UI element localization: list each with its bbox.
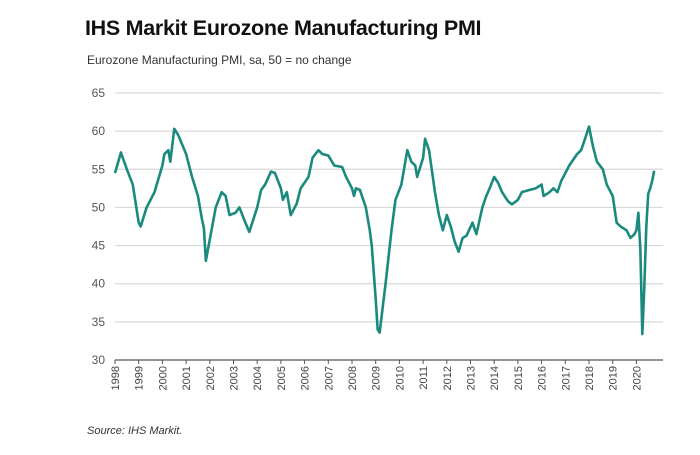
- y-tick-label: 60: [92, 124, 106, 138]
- x-tick-label: 2019: [608, 366, 620, 390]
- x-tick-label: 2008: [347, 366, 359, 390]
- y-tick-label: 65: [92, 86, 106, 100]
- x-tick-label: 2010: [394, 366, 406, 390]
- pmi-series-line: [113, 125, 656, 336]
- x-tick-label: 2006: [300, 366, 312, 390]
- x-tick-label: 2000: [157, 366, 169, 390]
- x-tick-label: 2003: [229, 366, 241, 390]
- x-tick-label: 2014: [489, 366, 501, 390]
- x-tick-label: 2009: [371, 366, 383, 390]
- x-tick-label: 2015: [513, 366, 525, 390]
- y-tick-label: 40: [92, 277, 106, 291]
- x-tick-label: 2004: [252, 366, 264, 390]
- x-tick-label: 2001: [181, 366, 193, 390]
- x-tick-label: 2002: [205, 366, 217, 390]
- x-tick-label: 1999: [134, 366, 146, 390]
- x-tick-label: 2007: [323, 366, 335, 390]
- x-tick-label: 2020: [631, 366, 643, 390]
- y-tick-label: 30: [92, 353, 106, 367]
- x-tick-label: 2012: [442, 366, 454, 390]
- x-tick-label: 2011: [418, 366, 430, 390]
- chart-title: IHS Markit Eurozone Manufacturing PMI: [85, 16, 482, 40]
- x-tick-label: 2005: [276, 366, 288, 390]
- y-tick-label: 55: [92, 162, 106, 176]
- source-note: Source: IHS Markit.: [87, 425, 183, 437]
- y-tick-label: 35: [92, 315, 106, 329]
- chart-subtitle: Eurozone Manufacturing PMI, sa, 50 = no …: [87, 53, 352, 67]
- x-tick-label: 2017: [560, 366, 572, 390]
- x-tick-label: 2013: [466, 366, 478, 390]
- y-tick-label: 50: [92, 200, 106, 214]
- x-tick-label: 2018: [584, 366, 596, 390]
- x-tick-label: 1998: [110, 366, 122, 390]
- x-tick-label: 2016: [537, 366, 549, 390]
- y-tick-label: 45: [92, 239, 106, 253]
